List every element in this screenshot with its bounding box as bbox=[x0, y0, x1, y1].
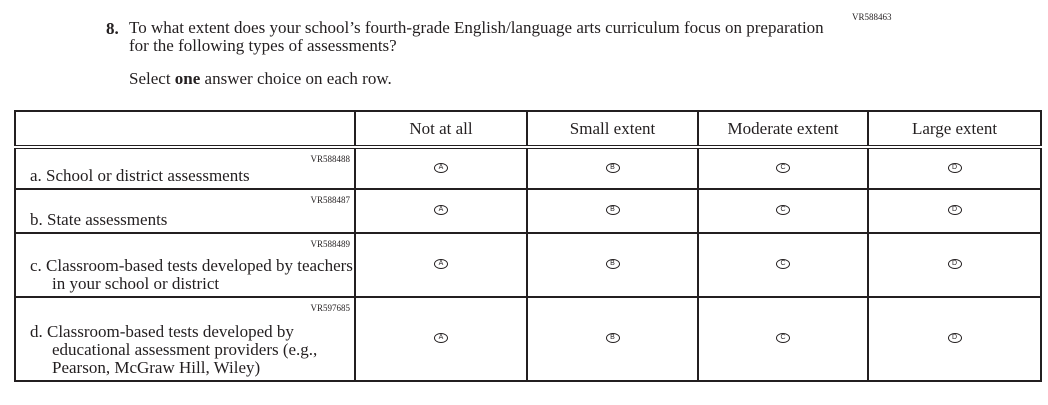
radio-bubble[interactable]: C bbox=[776, 205, 790, 215]
question-code: VR588463 bbox=[852, 12, 892, 22]
radio-bubble[interactable]: C bbox=[776, 259, 790, 269]
radio-bubble[interactable]: A bbox=[434, 259, 448, 269]
column-header: Small extent bbox=[526, 110, 699, 149]
header-blank bbox=[14, 110, 356, 149]
column-header: Large extent bbox=[867, 110, 1042, 149]
option-cell: A bbox=[354, 146, 528, 190]
radio-bubble[interactable]: B bbox=[605, 205, 620, 215]
radio-bubble[interactable]: C bbox=[776, 333, 790, 343]
row-code: VR588487 bbox=[310, 195, 350, 205]
instruction: Select one answer choice on each row. bbox=[129, 69, 392, 88]
table-row: VR588487 b. State assessments A B C D bbox=[14, 188, 1042, 234]
row-label: b. State assessments bbox=[30, 210, 168, 229]
row-code: VR597685 bbox=[310, 303, 350, 313]
option-cell: A bbox=[354, 296, 528, 382]
row-label: a. School or district assessments bbox=[30, 166, 250, 185]
column-header: Not at all bbox=[354, 110, 528, 149]
radio-bubble[interactable]: D bbox=[947, 259, 962, 269]
option-cell: B bbox=[526, 146, 699, 190]
option-cell: D bbox=[867, 188, 1042, 234]
radio-bubble[interactable]: B bbox=[605, 259, 620, 269]
option-cell: A bbox=[354, 232, 528, 298]
table-row: VR588489 c. Classroom-based tests develop… bbox=[14, 232, 1042, 298]
option-cell: B bbox=[526, 188, 699, 234]
option-cell: C bbox=[697, 232, 869, 298]
option-cell: D bbox=[867, 146, 1042, 190]
option-cell: A bbox=[354, 188, 528, 234]
radio-bubble[interactable]: A bbox=[434, 205, 448, 215]
option-cell: C bbox=[697, 146, 869, 190]
row-label: c. Classroom-based tests developed by te… bbox=[30, 256, 353, 293]
row-label-cell: VR588487 b. State assessments bbox=[14, 188, 356, 234]
table-row: VR597685 d. Classroom-based tests develop… bbox=[14, 296, 1042, 382]
option-cell: D bbox=[867, 232, 1042, 298]
radio-bubble[interactable]: D bbox=[947, 205, 962, 215]
option-cell: D bbox=[867, 296, 1042, 382]
row-label-cell: VR588489 c. Classroom-based tests develop… bbox=[14, 232, 356, 298]
radio-bubble[interactable]: D bbox=[947, 162, 962, 173]
option-cell: C bbox=[697, 188, 869, 234]
row-label-cell: VR597685 d. Classroom-based tests develop… bbox=[14, 296, 356, 382]
radio-bubble[interactable]: A bbox=[434, 162, 448, 173]
option-cell: B bbox=[526, 296, 699, 382]
row-code: VR588489 bbox=[310, 239, 350, 249]
row-label-cell: VR588488 a. School or district assessment… bbox=[14, 146, 356, 190]
row-code: VR588488 bbox=[310, 154, 350, 164]
row-label: d. Classroom-based tests developed by ed… bbox=[30, 322, 318, 377]
response-grid: Not at all Small extent Moderate extent … bbox=[14, 110, 1042, 382]
option-cell: C bbox=[697, 296, 869, 382]
column-header: Moderate extent bbox=[697, 110, 869, 149]
radio-bubble[interactable]: C bbox=[776, 162, 790, 173]
option-cell: B bbox=[526, 232, 699, 298]
radio-bubble[interactable]: B bbox=[605, 333, 620, 343]
table-row: VR588488 a. School or district assessment… bbox=[14, 146, 1042, 190]
question-text: To what extent does your school’s fourth… bbox=[129, 18, 824, 55]
radio-bubble[interactable]: A bbox=[434, 333, 448, 343]
radio-bubble[interactable]: B bbox=[605, 162, 620, 173]
radio-bubble[interactable]: D bbox=[947, 333, 962, 343]
header-row: Not at all Small extent Moderate extent … bbox=[14, 110, 1042, 149]
question-number: 8. bbox=[106, 19, 119, 38]
